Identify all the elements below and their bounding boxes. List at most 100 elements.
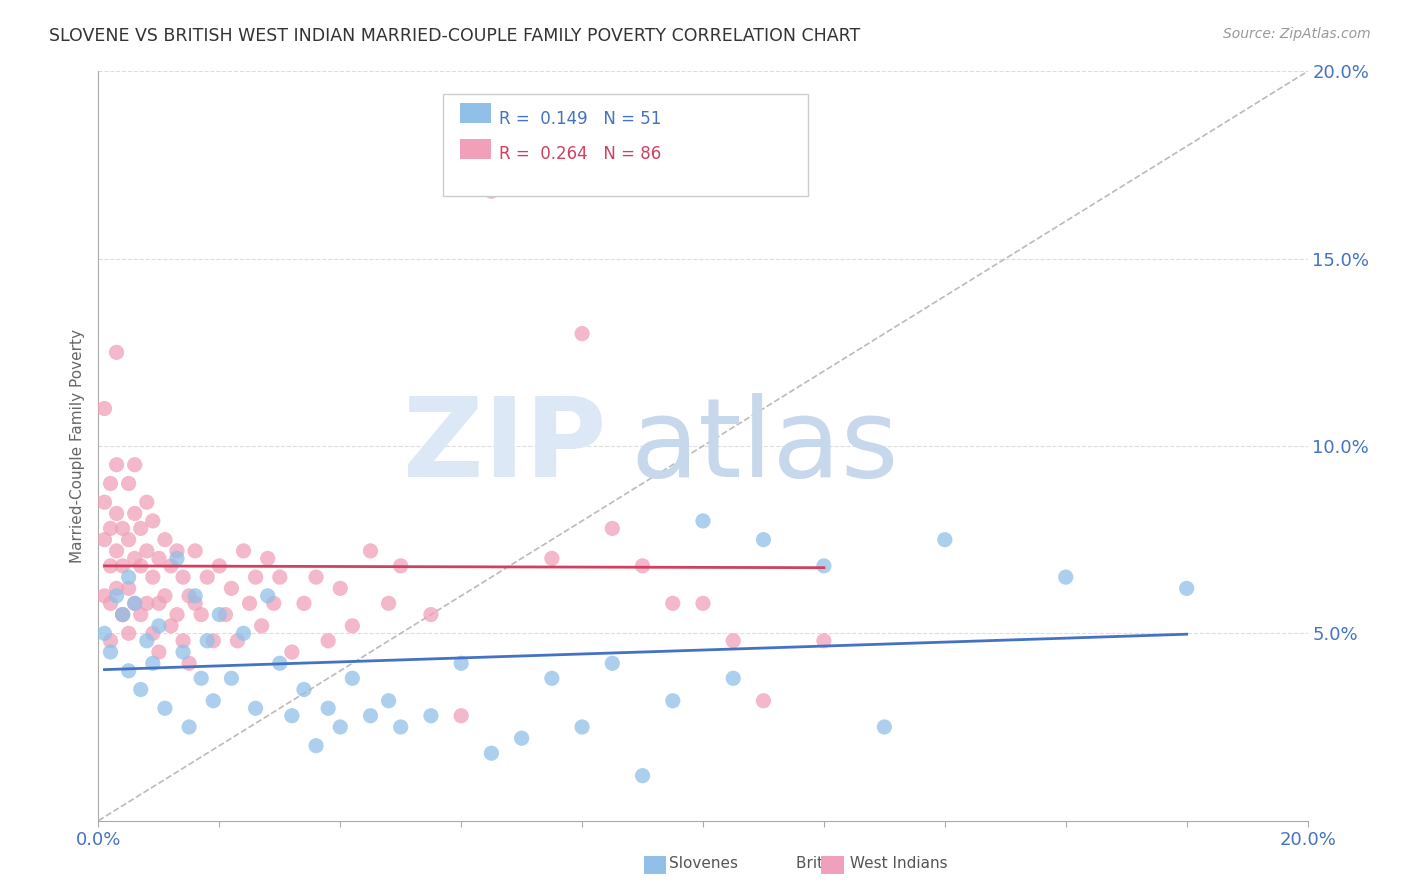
Point bbox=[93, 401, 115, 416]
Point bbox=[105, 582, 128, 596]
Point bbox=[239, 596, 262, 610]
Point bbox=[118, 664, 141, 678]
Point bbox=[692, 514, 714, 528]
Text: ZIP: ZIP bbox=[404, 392, 606, 500]
Text: SLOVENE VS BRITISH WEST INDIAN MARRIED-COUPLE FAMILY POVERTY CORRELATION CHART: SLOVENE VS BRITISH WEST INDIAN MARRIED-C… bbox=[49, 27, 860, 45]
Point bbox=[873, 720, 896, 734]
Point bbox=[184, 544, 207, 558]
Point bbox=[129, 521, 152, 535]
Point bbox=[160, 558, 183, 573]
Point bbox=[142, 514, 165, 528]
Point bbox=[1175, 582, 1198, 596]
Text: R =  0.264   N = 86: R = 0.264 N = 86 bbox=[499, 145, 661, 163]
Point bbox=[129, 607, 152, 622]
Point bbox=[129, 558, 152, 573]
Point bbox=[692, 596, 714, 610]
Point bbox=[111, 607, 134, 622]
Point bbox=[540, 551, 562, 566]
Point bbox=[100, 633, 122, 648]
Point bbox=[723, 671, 745, 685]
Point bbox=[124, 596, 146, 610]
Point bbox=[360, 708, 382, 723]
Point bbox=[329, 582, 352, 596]
Point bbox=[179, 589, 201, 603]
Text: atlas: atlas bbox=[630, 392, 898, 500]
Point bbox=[124, 596, 146, 610]
Point bbox=[93, 626, 115, 640]
Point bbox=[221, 671, 243, 685]
Point bbox=[232, 544, 254, 558]
Point bbox=[105, 345, 128, 359]
Point bbox=[723, 633, 745, 648]
Point bbox=[377, 694, 399, 708]
Point bbox=[752, 533, 775, 547]
Point bbox=[172, 570, 194, 584]
Point bbox=[111, 607, 134, 622]
Point bbox=[752, 694, 775, 708]
Point bbox=[329, 720, 352, 734]
Point bbox=[195, 633, 218, 648]
Point bbox=[129, 682, 152, 697]
Point bbox=[510, 169, 533, 184]
Point bbox=[135, 495, 157, 509]
Point bbox=[153, 589, 176, 603]
Point bbox=[105, 458, 128, 472]
Point bbox=[450, 657, 472, 671]
Point bbox=[281, 708, 304, 723]
Point bbox=[166, 607, 188, 622]
Point bbox=[160, 619, 183, 633]
Point bbox=[269, 570, 291, 584]
Point bbox=[389, 720, 412, 734]
Point bbox=[118, 626, 141, 640]
Point bbox=[420, 607, 443, 622]
Point bbox=[510, 731, 533, 746]
Point bbox=[172, 633, 194, 648]
Point bbox=[377, 596, 399, 610]
Point bbox=[142, 626, 165, 640]
Point bbox=[148, 645, 170, 659]
Point bbox=[245, 701, 267, 715]
Point bbox=[172, 645, 194, 659]
Point bbox=[190, 607, 212, 622]
Point bbox=[184, 589, 207, 603]
Point bbox=[813, 633, 835, 648]
Point bbox=[481, 184, 503, 198]
Point bbox=[571, 720, 593, 734]
Point bbox=[93, 589, 115, 603]
Text: Slovenes: Slovenes bbox=[668, 856, 738, 871]
Point bbox=[93, 495, 115, 509]
Point bbox=[111, 558, 134, 573]
Point bbox=[118, 476, 141, 491]
Point bbox=[148, 551, 170, 566]
Point bbox=[105, 507, 128, 521]
Point bbox=[202, 694, 225, 708]
Point bbox=[256, 589, 278, 603]
Point bbox=[202, 633, 225, 648]
Point bbox=[540, 671, 562, 685]
Point bbox=[360, 544, 382, 558]
Point bbox=[124, 458, 146, 472]
Point bbox=[232, 626, 254, 640]
Point bbox=[305, 570, 328, 584]
Point bbox=[100, 521, 122, 535]
Point bbox=[190, 671, 212, 685]
Point bbox=[100, 645, 122, 659]
Point bbox=[166, 551, 188, 566]
Point bbox=[118, 570, 141, 584]
Point bbox=[420, 708, 443, 723]
Point bbox=[316, 633, 339, 648]
Point bbox=[184, 596, 207, 610]
Point bbox=[226, 633, 249, 648]
Point bbox=[142, 657, 165, 671]
Point bbox=[148, 619, 170, 633]
Point bbox=[602, 657, 624, 671]
Point bbox=[142, 570, 165, 584]
Point bbox=[105, 589, 128, 603]
Point bbox=[1054, 570, 1077, 584]
Point bbox=[100, 476, 122, 491]
Y-axis label: Married-Couple Family Poverty: Married-Couple Family Poverty bbox=[70, 329, 86, 563]
Point bbox=[316, 701, 339, 715]
Point bbox=[93, 533, 115, 547]
Point bbox=[389, 558, 412, 573]
Point bbox=[934, 533, 956, 547]
